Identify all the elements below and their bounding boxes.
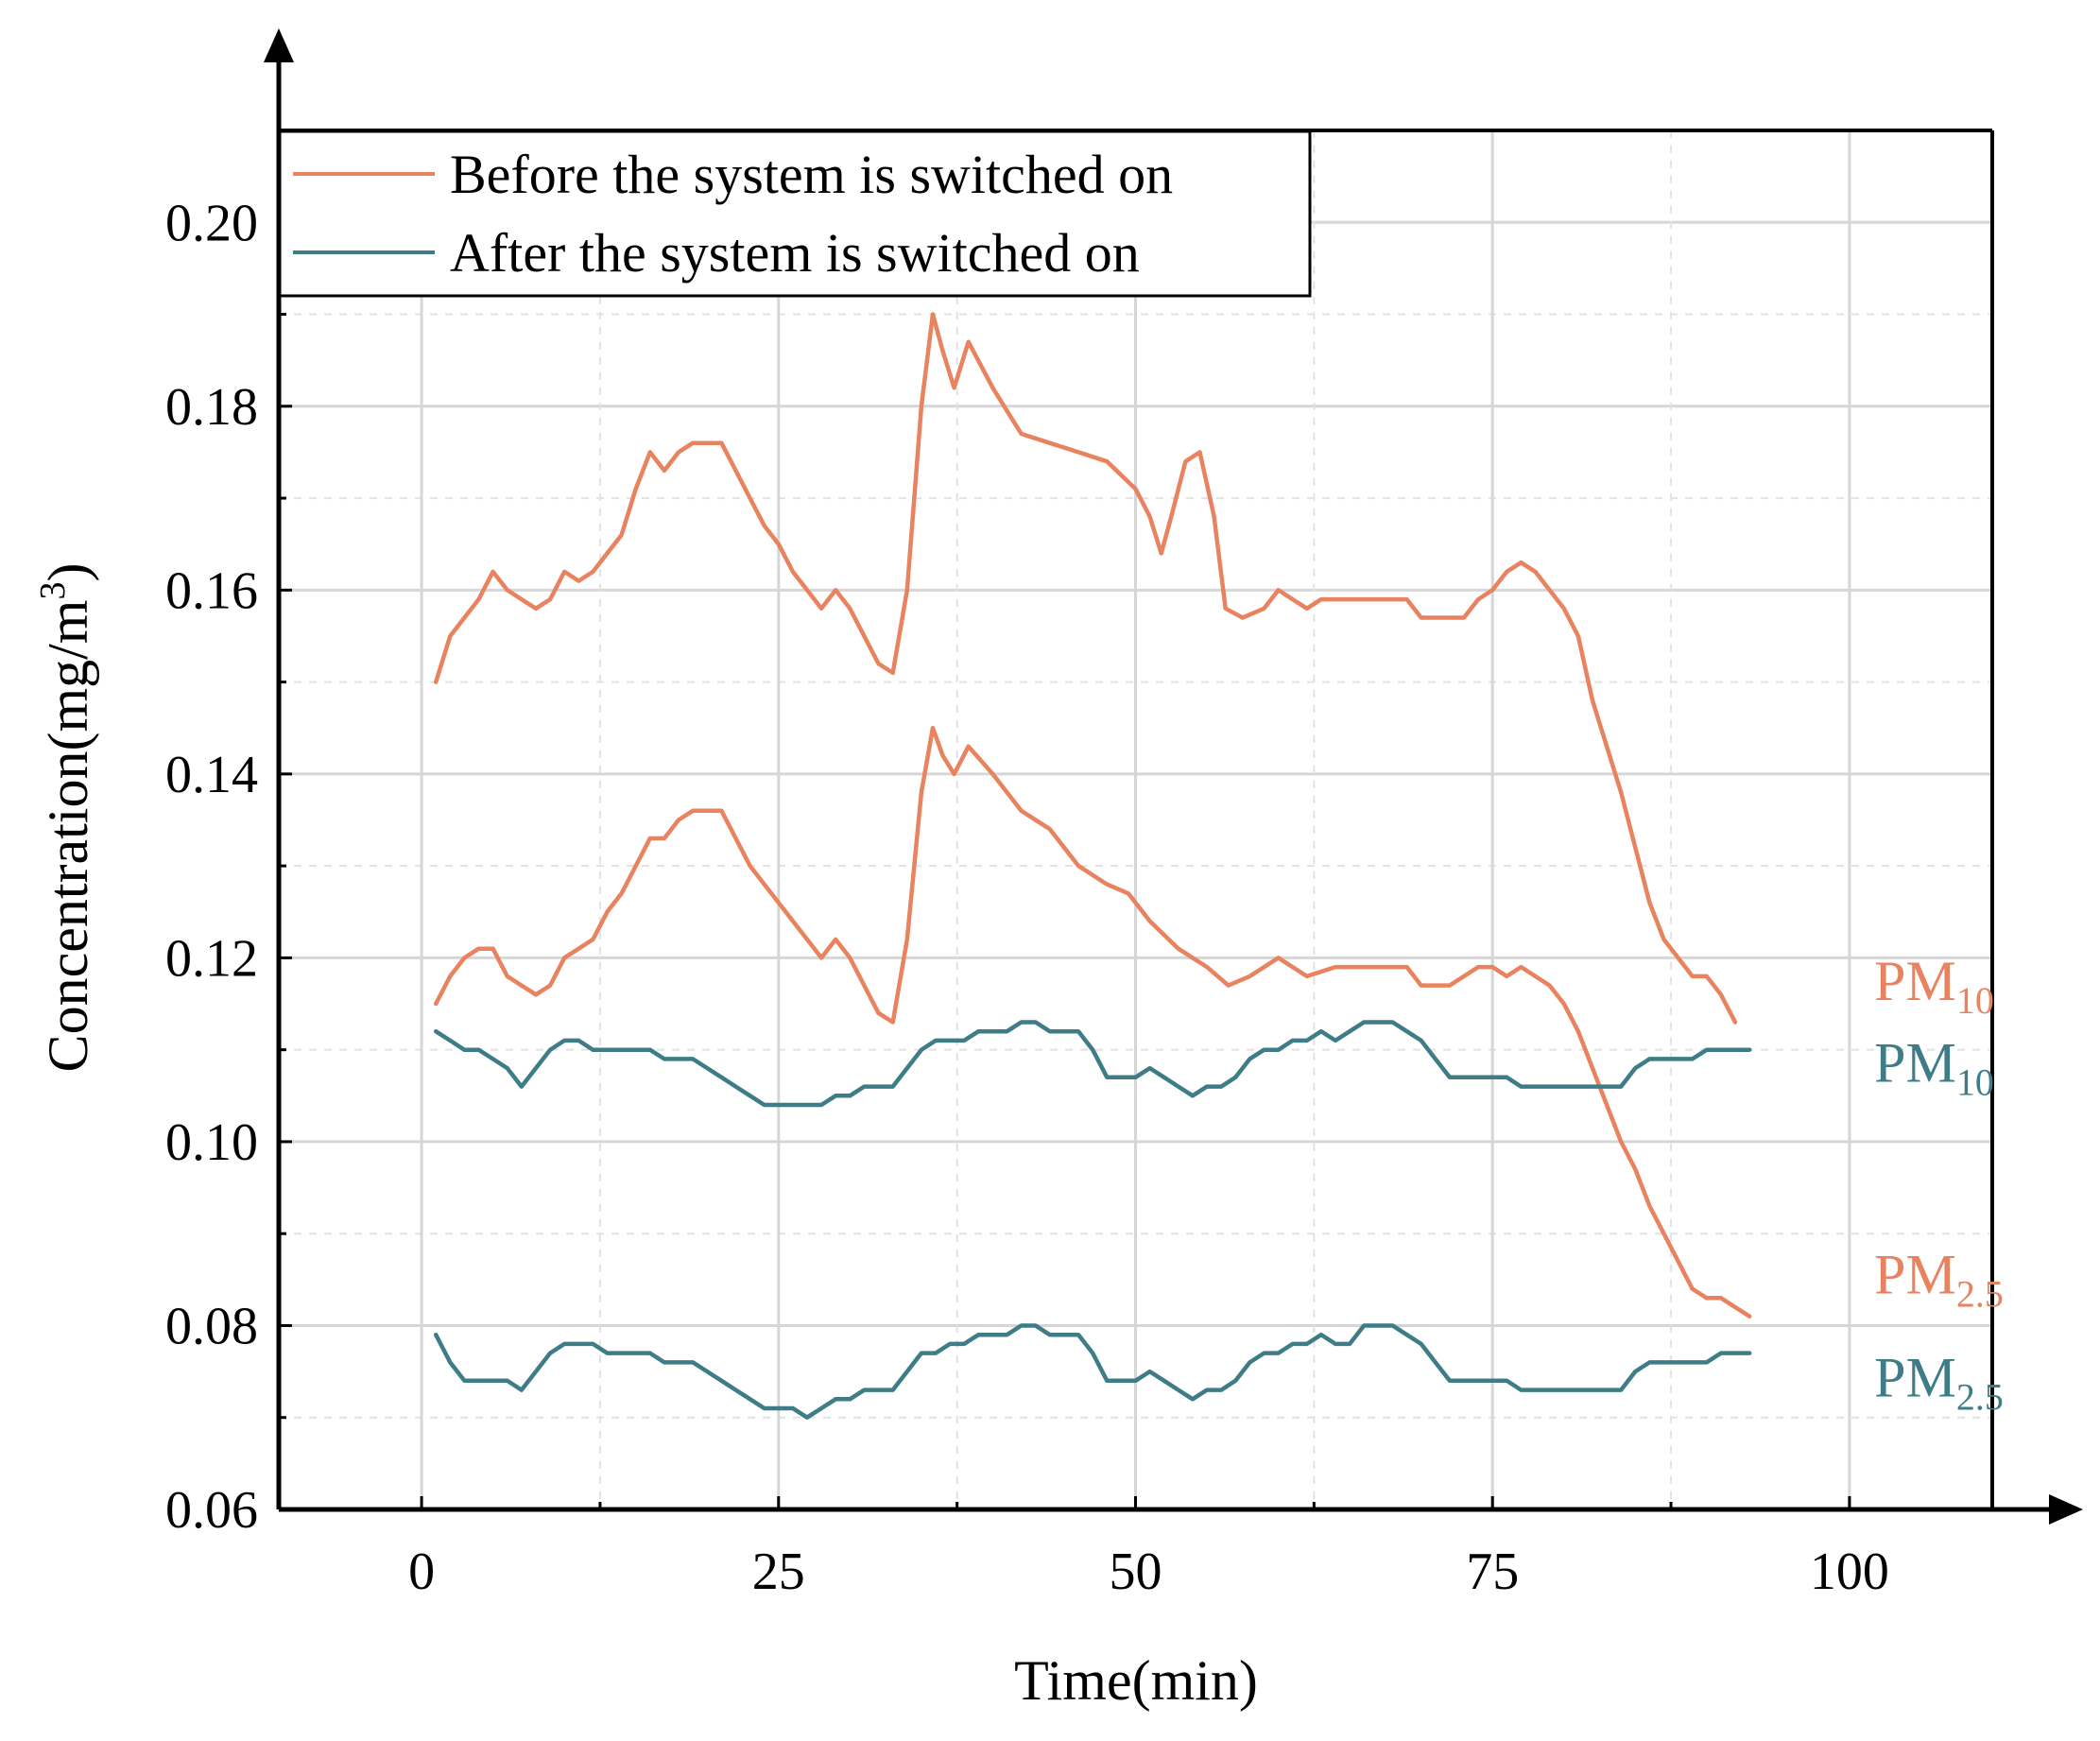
y-axis-title: Concentration(mg/m3) bbox=[33, 563, 99, 1073]
end-label-main: PM bbox=[1874, 1243, 1956, 1305]
y-axis-title-close: ) bbox=[37, 563, 99, 582]
legend-label-before: Before the system is switched on bbox=[450, 144, 1173, 205]
y-tick-label: 0.20 bbox=[165, 194, 258, 252]
series-line-pm2-5-after bbox=[433, 1323, 1752, 1420]
series-line-pm10-before bbox=[433, 312, 1738, 1025]
y-axis-arrow bbox=[264, 28, 294, 62]
x-tick-label: 100 bbox=[1810, 1543, 1889, 1601]
series-line-pm2-5-before bbox=[433, 725, 1752, 1319]
end-label-sub: 10 bbox=[1956, 1061, 1994, 1104]
end-label-sub: 2.5 bbox=[1956, 1375, 2004, 1418]
y-axis-title-sup: 3 bbox=[33, 582, 73, 600]
x-tick-label: 25 bbox=[752, 1543, 805, 1601]
series bbox=[433, 312, 1752, 1420]
x-tick-label: 50 bbox=[1110, 1543, 1162, 1601]
y-axis-title-main: Concentration(mg/m bbox=[37, 600, 99, 1073]
x-axis-title: Time(min) bbox=[1014, 1649, 1258, 1712]
y-tick-label: 0.12 bbox=[165, 929, 258, 988]
ticks: 0.06 0.08 0.10 0.12 0.14 0.16 0.18 0.20 0 25 50 75 1… bbox=[165, 129, 1889, 1601]
x-axis-arrow bbox=[2049, 1494, 2083, 1525]
end-label-main: PM bbox=[1874, 950, 1956, 1012]
y-tick-label: 0.14 bbox=[165, 746, 258, 804]
end-label-sub: 2.5 bbox=[1956, 1272, 2004, 1315]
end-label-pm10-before: PM10 bbox=[1874, 950, 1994, 1022]
end-label-main: PM bbox=[1874, 1032, 1956, 1095]
end-label-pm2-5-after: PM2.5 bbox=[1874, 1346, 2004, 1418]
y-tick-label: 0.10 bbox=[165, 1113, 258, 1172]
y-tick-label: 0.08 bbox=[165, 1297, 258, 1355]
series-line-pm10-after bbox=[433, 1020, 1752, 1108]
y-tick-label: 0.06 bbox=[165, 1481, 258, 1540]
end-label-sub: 10 bbox=[1956, 979, 1994, 1022]
legend: Before the system is switched on After t… bbox=[278, 129, 1312, 298]
y-tick-label: 0.18 bbox=[165, 378, 258, 437]
end-label-pm10-after: PM10 bbox=[1874, 1032, 1994, 1104]
end-label-main: PM bbox=[1874, 1346, 1956, 1408]
grid bbox=[279, 129, 1992, 1509]
x-tick-label: 75 bbox=[1466, 1543, 1519, 1601]
end-label-pm2-5-before: PM2.5 bbox=[1874, 1243, 2004, 1315]
legend-box bbox=[278, 129, 1312, 298]
legend-label-after: After the system is switched on bbox=[450, 222, 1140, 284]
y-tick-label: 0.16 bbox=[165, 561, 258, 620]
x-tick-label: 0 bbox=[408, 1543, 435, 1601]
